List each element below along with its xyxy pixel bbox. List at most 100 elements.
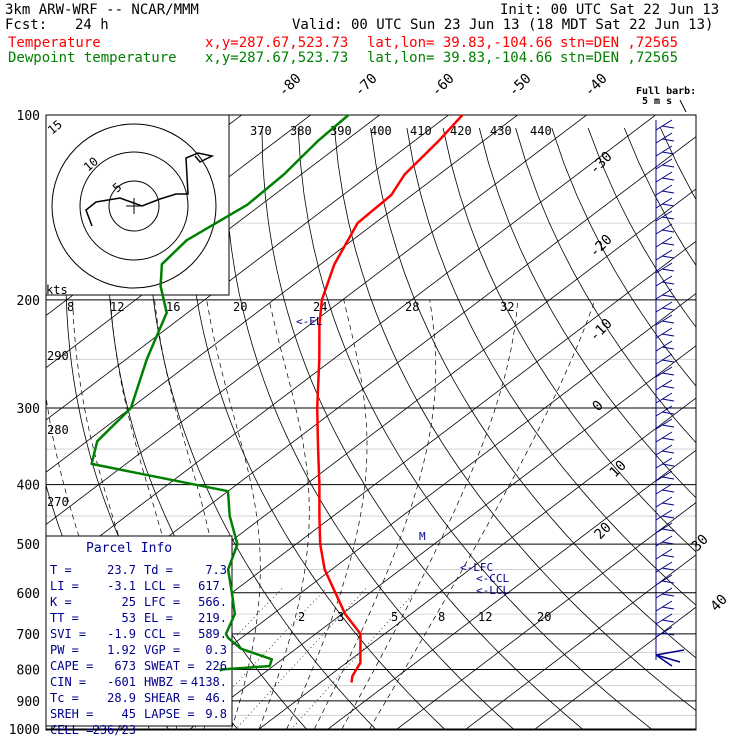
isotherm-line — [326, 449, 696, 730]
dewpoint-legend-xy: x,y=287.67,523.73 — [205, 50, 349, 66]
temperature-label: -70 — [352, 71, 381, 100]
dry-adiabat-line — [186, 127, 447, 730]
barb-legend-line1: Full barb: — [636, 86, 696, 97]
temperature-label: -80 — [276, 71, 305, 100]
parcel-info-cell: 45 — [122, 707, 136, 721]
temperature-label: 30 — [689, 532, 712, 555]
barb-legend-sample — [679, 99, 687, 113]
pressure-label: 700 — [17, 628, 40, 643]
dry-adiabat-line — [442, 127, 696, 553]
parcel-info-cell: 226 — [205, 659, 227, 673]
thetae-label: 20 — [233, 300, 247, 314]
parcel-info-cell: 9.8 — [205, 707, 227, 721]
wind-barb — [655, 366, 675, 378]
theta-label: 390 — [330, 124, 352, 138]
dry-adiabat-line — [660, 127, 696, 201]
pressure-label: 100 — [17, 109, 40, 124]
theta-label: 440 — [530, 124, 552, 138]
mixing-ratio-label: 3 — [337, 610, 344, 624]
wind-barb — [655, 535, 675, 547]
parcel-info-cell: -1.9 — [107, 627, 136, 641]
wind-barb — [655, 405, 675, 417]
isotherm-line — [188, 345, 696, 730]
parcel-info-cell: CAPE = — [50, 659, 93, 673]
parcel-info-cell: LCL = — [144, 579, 180, 593]
temperature-label: -50 — [506, 71, 535, 100]
plot-frame — [45, 114, 697, 731]
wind-barb — [655, 444, 675, 456]
temperature-label: 0 — [590, 398, 607, 415]
wind-barb — [655, 457, 675, 469]
wind-barb — [655, 509, 675, 521]
dewpoint-legend-name: Dewpoint temperature — [8, 50, 177, 66]
dry-adiabat-line — [587, 127, 696, 328]
dry-adiabat-line — [297, 127, 654, 730]
temperature-label: -20 — [587, 232, 616, 261]
parcel-info-cell: 7.3 — [205, 563, 227, 577]
thetae-label: 8 — [67, 300, 74, 314]
wind-barb — [655, 483, 675, 495]
dry-adiabat-line — [261, 127, 585, 730]
isotherm-line — [46, 115, 519, 473]
isotherm-line — [46, 115, 450, 421]
wind-barb — [655, 327, 675, 339]
model-title: 3km ARW-WRF -- NCAR/MMM — [5, 2, 199, 18]
dry-adiabat-line — [406, 127, 696, 606]
parcel-info-cell: K = — [50, 595, 72, 609]
parcel-info-cell: 617. — [198, 579, 227, 593]
parcel-info-cell: 25 — [122, 595, 136, 609]
dewpoint-legend-latlon: lat,lon= 39.83,-104.66 — [367, 50, 553, 66]
forecast-hour: 24 h — [75, 17, 109, 33]
wind-barb — [655, 301, 675, 313]
temperature-label: -40 — [582, 71, 611, 100]
parcel-info-cell: -3.1 — [107, 579, 136, 593]
wind-barb — [655, 496, 675, 508]
thetae-label: 28 — [405, 300, 419, 314]
wind-barb — [655, 145, 675, 157]
parcel-info-cell: SVI = — [50, 627, 86, 641]
temperature-label: 40 — [708, 592, 731, 615]
wind-barb — [655, 600, 675, 612]
wind-barb — [655, 132, 675, 144]
wind-barb-cluster — [655, 649, 685, 667]
forecast-label: Fcst: — [5, 17, 48, 33]
parcel-info-cell: -601 — [107, 675, 136, 689]
level-marker-m: M — [419, 530, 426, 543]
dry-adiabat-line — [370, 127, 696, 659]
theta-label: 380 — [290, 124, 312, 138]
pressure-label: 600 — [17, 587, 40, 602]
mixing-ratio-label: 12 — [478, 610, 492, 624]
wind-barb — [655, 288, 675, 300]
temperature-label: -60 — [429, 71, 458, 100]
mixing-ratio-line — [234, 588, 367, 730]
thetae-label: 16 — [166, 300, 180, 314]
hodograph-ring — [108, 180, 160, 232]
wind-barb — [655, 561, 675, 573]
parcel-info-cell: PW = — [50, 643, 79, 657]
wind-barb — [655, 158, 675, 170]
hodograph-ring — [79, 151, 189, 261]
theta-label: 270 — [47, 495, 69, 509]
temperature-line — [315, 114, 464, 683]
pressure-label: 900 — [17, 695, 40, 710]
pressure-label: 1000 — [9, 723, 40, 738]
parcel-info-cell: 53 — [122, 611, 136, 625]
mixing-ratio-line — [290, 588, 419, 730]
parcel-info-cell: EL = — [144, 611, 173, 625]
theta-label: 430 — [490, 124, 512, 138]
mixing-ratio-label: 5 — [391, 610, 398, 624]
hodograph-kts-label: kts — [46, 283, 68, 297]
parcel-info-cell: LAPSE = — [144, 707, 195, 721]
parcel-info-cell: Tc = — [50, 691, 79, 705]
wind-barb — [655, 210, 675, 222]
parcel-info-cell: 0.3 — [205, 643, 227, 657]
parcel-info-cell: CIN = — [50, 675, 86, 689]
wind-barb — [655, 340, 675, 352]
wind-barb — [655, 626, 675, 638]
parcel-info-cell: SHEAR = — [144, 691, 195, 705]
parcel-info-title: Parcel Info — [86, 541, 172, 556]
parcel-info-cell: 589. — [198, 627, 227, 641]
isotherm-line — [46, 115, 657, 578]
theta-label: 410 — [410, 124, 432, 138]
